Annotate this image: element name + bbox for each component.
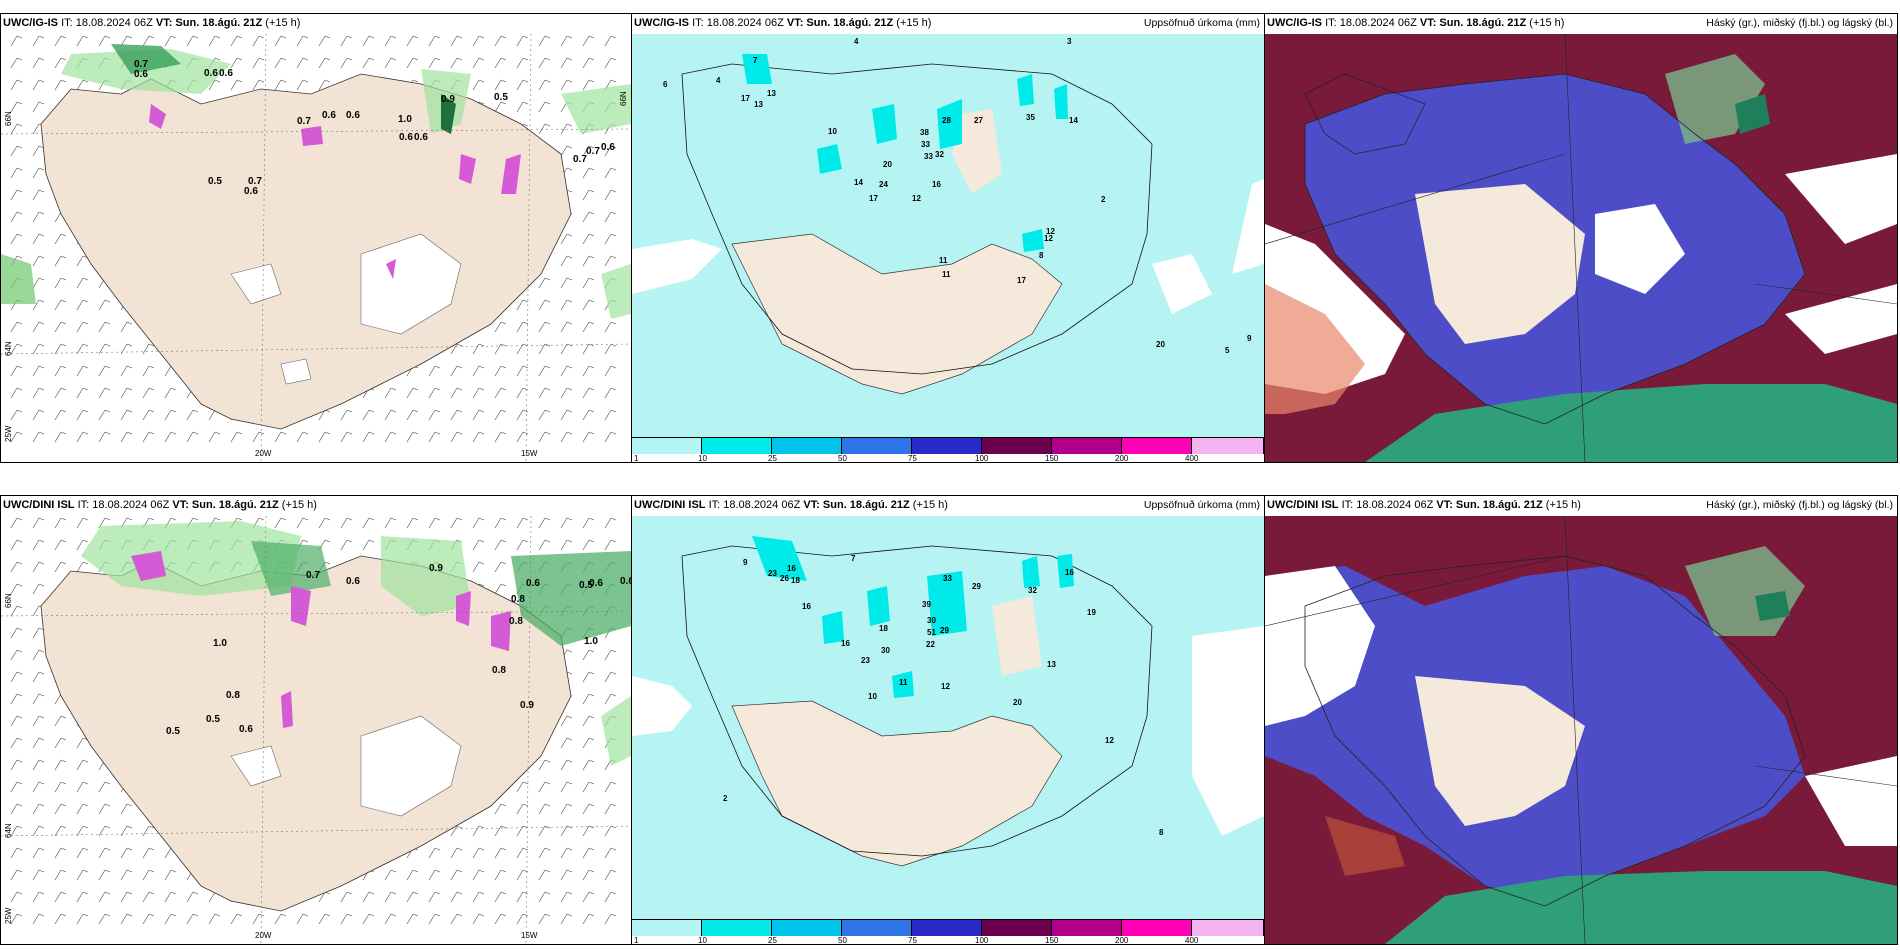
colorbar-tick: 10 (698, 454, 707, 463)
colorbar-tick: 1 (634, 454, 639, 463)
colorbar-tick: 400 (1185, 454, 1199, 463)
colorbar-tick: 150 (1045, 936, 1059, 945)
colorbar-seg (1192, 438, 1264, 454)
panel-header: UWC/DINI ISL IT: 18.08.2024 06Z VT: Sun.… (1267, 499, 1581, 511)
colorbar-tick: 200 (1115, 936, 1129, 945)
lon-label: 15W (521, 931, 538, 940)
panel-ig-cloud-cover: UWC/IG-IS IT: 18.08.2024 06Z VT: Sun. 18… (1264, 13, 1898, 463)
colorbar-tick: 200 (1115, 454, 1129, 463)
colorbar-seg (982, 438, 1052, 454)
colorbar-tick: 50 (838, 936, 847, 945)
panel-ig-wind-precip: UWC/IG-IS IT: 18.08.2024 06Z VT: Sun. 18… (0, 13, 632, 463)
colorbar-seg (632, 438, 702, 454)
precip-colorbar: 1 10 25 50 75 100 150 200 400 (632, 437, 1264, 462)
colorbar-tick: 75 (908, 454, 917, 463)
colorbar-tick: 10 (698, 936, 707, 945)
panel-subtitle: Háský (gr.), miðský (fj.bl.) og lágský (… (1706, 499, 1893, 511)
colorbar-tick: 75 (908, 936, 917, 945)
colorbar-seg (772, 920, 842, 936)
map-accum-precip: 9 7 23 26 16 18 16 33 29 32 16 39 30 51 … (632, 516, 1264, 920)
map-cloud-cover (1265, 516, 1897, 944)
panel-subtitle: Uppsöfnuð úrkoma (mm) (1143, 499, 1260, 511)
lat-label: 66N (619, 91, 628, 106)
colorbar-seg (842, 438, 912, 454)
colorbar-tick: 25 (768, 454, 777, 463)
lat-label: 66N (4, 593, 13, 608)
colorbar-seg (1122, 920, 1192, 936)
colorbar-seg (912, 438, 982, 454)
panel-subtitle: Háský (gr.), miðský (fj.bl.) og lágský (… (1706, 17, 1893, 29)
map-wind-precip: 0.7 0.6 0.6 0.6 0.6 0.6 0.7 0.9 0.5 1.0 … (1, 34, 631, 462)
colorbar-tick: 50 (838, 454, 847, 463)
map-accum-precip: 6 7 4 3 4 13 17 13 10 38 33 28 27 35 14 … (632, 34, 1264, 445)
colorbar-seg (982, 920, 1052, 936)
colorbar-seg (1052, 920, 1122, 936)
colorbar-seg (772, 438, 842, 454)
colorbar-tick: 100 (975, 454, 989, 463)
colorbar-tick: 1 (634, 936, 639, 945)
colorbar-tick: 150 (1045, 454, 1059, 463)
panel-header: UWC/IG-IS IT: 18.08.2024 06Z VT: Sun. 18… (634, 17, 932, 29)
colorbar-tick: 100 (975, 936, 989, 945)
lat-label: 66N (4, 111, 13, 126)
panel-dini-wind-precip: UWC/DINI ISL IT: 18.08.2024 06Z VT: Sun.… (0, 495, 632, 945)
panel-header: UWC/IG-IS IT: 18.08.2024 06Z VT: Sun. 18… (3, 17, 301, 29)
colorbar-seg (632, 920, 702, 936)
colorbar-seg (702, 438, 772, 454)
panel-header: UWC/DINI ISL IT: 18.08.2024 06Z VT: Sun.… (634, 499, 948, 511)
map-cloud-cover (1265, 34, 1897, 462)
lat-label: 64N (4, 341, 13, 356)
colorbar-seg (1192, 920, 1264, 936)
lon-label: 20W (255, 931, 272, 940)
colorbar-seg (702, 920, 772, 936)
lon-label: 15W (521, 449, 538, 458)
colorbar-seg (1122, 438, 1192, 454)
panel-header: UWC/DINI ISL IT: 18.08.2024 06Z VT: Sun.… (3, 499, 317, 511)
map-wind-precip: 0.7 0.9 1.0 0.8 0.6 0.5 1.0 0.8 0.5 0.8 … (1, 516, 631, 944)
precip-colorbar: 1 10 25 50 75 100 150 200 400 (632, 919, 1264, 944)
panel-subtitle: Uppsöfnuð úrkoma (mm) (1143, 17, 1260, 29)
colorbar-tick: 400 (1185, 936, 1199, 945)
panel-dini-cloud-cover: UWC/DINI ISL IT: 18.08.2024 06Z VT: Sun.… (1264, 495, 1898, 945)
panel-dini-accum-precip: UWC/DINI ISL IT: 18.08.2024 06Z VT: Sun.… (631, 495, 1265, 945)
lon-label: 25W (4, 425, 13, 442)
panel-ig-accum-precip: UWC/IG-IS IT: 18.08.2024 06Z VT: Sun. 18… (631, 13, 1265, 463)
panel-header: UWC/IG-IS IT: 18.08.2024 06Z VT: Sun. 18… (1267, 17, 1565, 29)
colorbar-seg (1052, 438, 1122, 454)
colorbar-tick: 25 (768, 936, 777, 945)
colorbar-seg (912, 920, 982, 936)
lat-label: 64N (4, 823, 13, 838)
colorbar-seg (842, 920, 912, 936)
lon-label: 25W (4, 907, 13, 924)
lon-label: 20W (255, 449, 272, 458)
